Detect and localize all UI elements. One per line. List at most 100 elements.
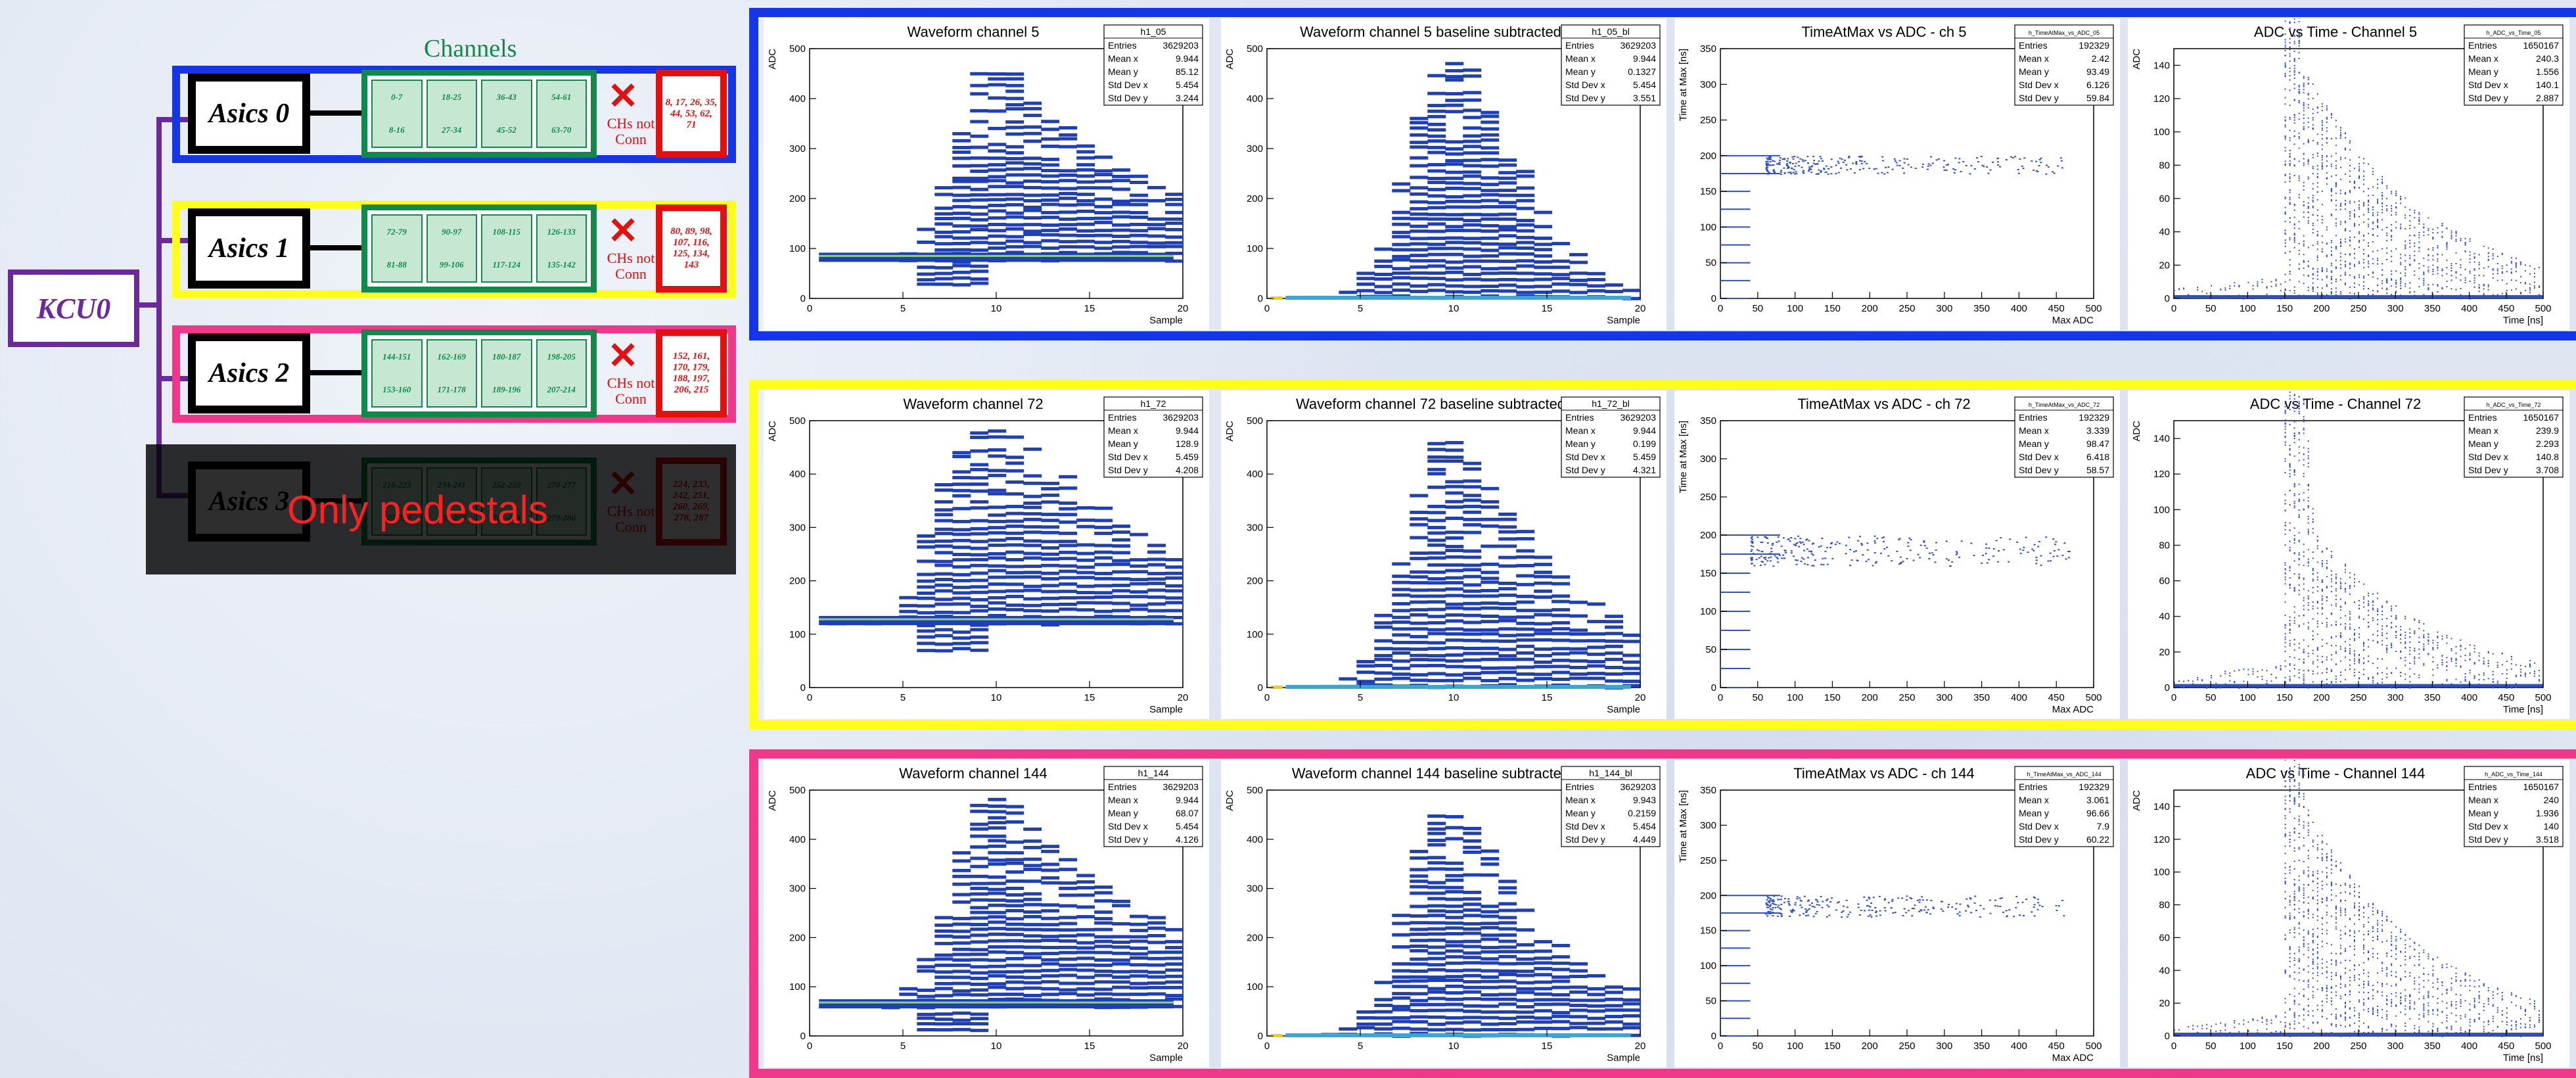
scatter-point xyxy=(2349,262,2351,264)
channel-range-box: 0-7 8-16 xyxy=(371,80,423,148)
scatter-point xyxy=(2289,466,2291,468)
scatter-point xyxy=(2409,264,2411,266)
scatter-point xyxy=(2312,618,2314,620)
bin-mark xyxy=(1392,288,1411,292)
scatter-point xyxy=(2293,71,2295,73)
scatter-point xyxy=(2284,509,2286,511)
scatter-point xyxy=(2316,287,2318,289)
bin-mark xyxy=(1516,206,1535,210)
scatter-point xyxy=(2312,287,2314,289)
scatter-point xyxy=(2441,268,2443,270)
scatter-point xyxy=(2414,260,2416,262)
scatter-point xyxy=(2234,682,2236,684)
scatter-point xyxy=(2321,127,2323,129)
scatter-point xyxy=(2358,660,2360,662)
scatter-point xyxy=(2441,231,2443,233)
scatter-point xyxy=(2414,245,2416,247)
scatter-point xyxy=(2363,288,2365,290)
scatter-point xyxy=(2386,676,2388,678)
scatter-point xyxy=(2052,538,2055,540)
scatter-point xyxy=(1881,160,1884,162)
scatter-point xyxy=(2275,279,2277,281)
scatter-point xyxy=(1903,172,1906,174)
scatter-point xyxy=(2321,168,2323,170)
scatter-point xyxy=(2353,638,2355,640)
scatter-point xyxy=(2349,189,2351,191)
scatter-point xyxy=(2381,202,2383,204)
scatter-point xyxy=(2344,563,2346,565)
scatter-point xyxy=(2010,156,2013,158)
bin-mark xyxy=(1587,652,1606,656)
scatter-point xyxy=(2335,204,2337,206)
bin-mark xyxy=(1481,601,1500,605)
scatter-point xyxy=(2289,463,2291,465)
scatter-point xyxy=(2284,522,2286,524)
scatter-point xyxy=(2293,493,2295,495)
scatter-point xyxy=(1973,555,1975,557)
scatter-point xyxy=(2303,245,2305,246)
x-tick-label: 100 xyxy=(2240,303,2256,314)
scatter-point xyxy=(2414,673,2416,675)
scatter-point xyxy=(1864,160,1866,162)
asic-connector-0 xyxy=(310,110,363,116)
scatter-point xyxy=(2293,527,2295,529)
scatter-point xyxy=(2229,285,2231,287)
scatter-point xyxy=(1874,562,1877,564)
scatter-point xyxy=(2372,290,2374,292)
scatter-point xyxy=(2270,285,2272,287)
scatter-point xyxy=(2455,239,2457,241)
scatter-point xyxy=(2432,283,2434,285)
scatter-point xyxy=(2293,534,2295,536)
stats-name: h_TimeAtMax_vs_ADC_72 xyxy=(2029,402,2100,408)
bin-mark xyxy=(1427,169,1446,173)
chart-title: Waveform channel 72 baseline subtracted xyxy=(1296,396,1565,412)
scatter-point xyxy=(2312,288,2314,290)
scatter-point xyxy=(2266,293,2268,295)
bin-mark xyxy=(1005,603,1024,607)
bin-mark xyxy=(1445,491,1464,495)
bin-mark xyxy=(1059,475,1078,479)
bin-mark xyxy=(1005,97,1024,101)
bin-mark xyxy=(1165,609,1184,613)
scatter-point xyxy=(1986,562,1989,564)
scatter-point xyxy=(2427,217,2429,219)
bin-mark xyxy=(1605,632,1624,636)
scatter-point xyxy=(1822,564,1825,566)
scatter-point xyxy=(1771,544,1774,546)
scatter-point xyxy=(2404,206,2406,208)
scatter-point xyxy=(2377,277,2379,279)
scatter-point xyxy=(2381,202,2383,204)
scatter-point xyxy=(2395,248,2397,250)
scatter-point xyxy=(2519,282,2521,284)
bin-mark xyxy=(952,131,971,135)
scatter-point xyxy=(1949,565,1952,567)
scatter-point xyxy=(2404,631,2406,633)
scatter-point xyxy=(2358,626,2360,628)
scatter-point xyxy=(2358,580,2360,582)
bin-mark xyxy=(1463,628,1482,632)
scatter-point xyxy=(1824,172,1827,174)
bin-mark xyxy=(1481,271,1500,275)
scatter-point xyxy=(2284,49,2286,51)
scatter-point xyxy=(2284,136,2286,138)
scatter-point xyxy=(2363,583,2365,585)
scatter-point xyxy=(2307,163,2309,165)
bin-mark xyxy=(1587,602,1606,606)
scatter-point xyxy=(2404,217,2406,219)
scatter-point xyxy=(2312,567,2314,569)
bin-mark xyxy=(952,145,971,149)
scatter-point xyxy=(2506,293,2508,295)
y-tick-label: 200 xyxy=(789,193,806,204)
scatter-point xyxy=(2335,675,2337,677)
scatter-point xyxy=(2349,240,2351,242)
scatter-point xyxy=(2284,160,2286,162)
scatter-point xyxy=(2312,83,2314,85)
scatter-point xyxy=(2529,265,2531,267)
bin-mark xyxy=(1410,141,1429,145)
scatter-point xyxy=(2524,289,2526,291)
scatter-point xyxy=(1797,165,1800,167)
bin-mark xyxy=(1605,665,1624,669)
scatter-point xyxy=(2414,235,2416,237)
scatter-point xyxy=(2224,289,2226,291)
scatter-point xyxy=(2386,240,2388,242)
